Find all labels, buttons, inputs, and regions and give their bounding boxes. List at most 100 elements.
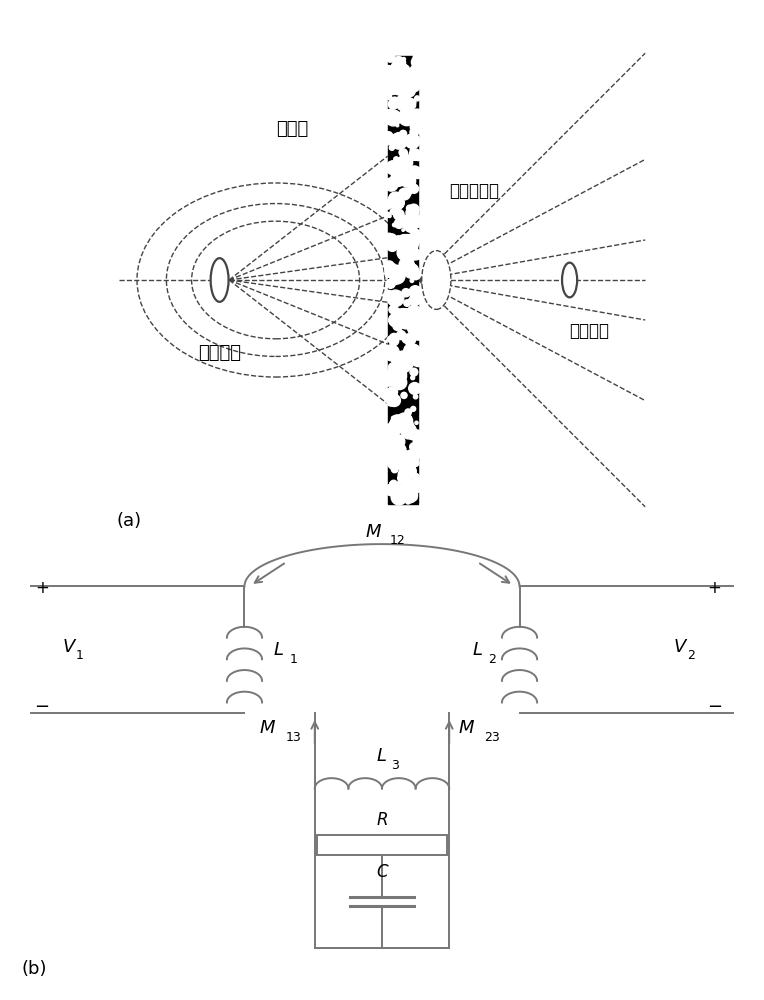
Circle shape xyxy=(414,328,416,331)
Circle shape xyxy=(390,268,405,284)
Circle shape xyxy=(415,421,418,424)
Circle shape xyxy=(390,377,395,382)
Text: +: + xyxy=(35,579,49,597)
Circle shape xyxy=(398,251,402,256)
Circle shape xyxy=(385,263,398,277)
Circle shape xyxy=(409,69,424,84)
Circle shape xyxy=(400,77,411,88)
Circle shape xyxy=(401,320,410,329)
Circle shape xyxy=(393,442,396,444)
Circle shape xyxy=(408,207,411,210)
Circle shape xyxy=(411,56,424,68)
Circle shape xyxy=(399,110,415,126)
Circle shape xyxy=(390,480,397,487)
Circle shape xyxy=(390,445,406,461)
Text: −: − xyxy=(707,698,722,716)
Circle shape xyxy=(388,215,391,218)
Circle shape xyxy=(386,94,392,100)
Circle shape xyxy=(388,369,396,377)
Text: 二次级磁场: 二次级磁场 xyxy=(449,182,499,200)
Circle shape xyxy=(390,143,393,146)
Circle shape xyxy=(400,460,414,475)
Circle shape xyxy=(404,334,416,345)
Circle shape xyxy=(394,169,397,172)
Circle shape xyxy=(406,258,412,264)
Circle shape xyxy=(411,109,421,119)
Circle shape xyxy=(413,433,421,442)
Circle shape xyxy=(399,78,411,91)
Circle shape xyxy=(400,65,410,75)
Circle shape xyxy=(386,212,390,217)
Circle shape xyxy=(390,434,393,438)
Circle shape xyxy=(403,311,405,314)
Circle shape xyxy=(393,157,399,162)
Circle shape xyxy=(395,368,406,379)
Text: 3: 3 xyxy=(391,759,399,772)
Circle shape xyxy=(411,449,420,459)
Circle shape xyxy=(412,360,416,364)
Circle shape xyxy=(402,57,406,61)
Circle shape xyxy=(410,286,421,298)
Circle shape xyxy=(385,272,391,277)
Circle shape xyxy=(393,209,404,220)
Circle shape xyxy=(387,84,397,94)
Circle shape xyxy=(397,103,405,110)
Circle shape xyxy=(403,239,418,254)
Text: 1: 1 xyxy=(76,649,83,662)
Circle shape xyxy=(402,229,404,231)
Circle shape xyxy=(393,223,396,227)
Circle shape xyxy=(410,368,418,376)
Circle shape xyxy=(389,306,397,314)
Circle shape xyxy=(399,188,410,200)
Polygon shape xyxy=(387,56,419,504)
Circle shape xyxy=(399,150,404,155)
Circle shape xyxy=(391,435,405,449)
Circle shape xyxy=(391,489,407,505)
Circle shape xyxy=(414,230,419,235)
Circle shape xyxy=(412,460,419,467)
Ellipse shape xyxy=(211,258,228,302)
Circle shape xyxy=(384,433,398,447)
Circle shape xyxy=(397,358,411,372)
Circle shape xyxy=(399,257,414,273)
Circle shape xyxy=(402,237,405,240)
Circle shape xyxy=(388,99,398,109)
Circle shape xyxy=(409,383,420,394)
Circle shape xyxy=(397,134,400,138)
Circle shape xyxy=(389,336,399,346)
Circle shape xyxy=(387,240,398,251)
Circle shape xyxy=(396,492,403,498)
Circle shape xyxy=(404,264,419,278)
Circle shape xyxy=(405,98,414,108)
Circle shape xyxy=(403,84,416,97)
Circle shape xyxy=(393,430,397,434)
Circle shape xyxy=(397,155,413,170)
Circle shape xyxy=(405,426,408,429)
Circle shape xyxy=(390,61,407,77)
Circle shape xyxy=(400,467,413,481)
Circle shape xyxy=(383,233,395,245)
Circle shape xyxy=(401,420,413,432)
Circle shape xyxy=(397,442,400,445)
Circle shape xyxy=(397,143,399,145)
Circle shape xyxy=(386,279,395,288)
Circle shape xyxy=(386,265,394,273)
Circle shape xyxy=(407,250,416,258)
Circle shape xyxy=(387,336,393,342)
Text: 激励线圈: 激励线圈 xyxy=(198,344,241,362)
Circle shape xyxy=(399,309,414,325)
Circle shape xyxy=(398,468,412,481)
Circle shape xyxy=(384,261,394,271)
Circle shape xyxy=(386,53,395,62)
Circle shape xyxy=(400,107,414,121)
Circle shape xyxy=(381,132,394,145)
Circle shape xyxy=(397,351,409,362)
Circle shape xyxy=(413,345,419,352)
Circle shape xyxy=(395,211,404,220)
Circle shape xyxy=(400,60,406,65)
Circle shape xyxy=(390,352,403,365)
Circle shape xyxy=(387,293,390,296)
Circle shape xyxy=(387,455,403,470)
Circle shape xyxy=(388,363,398,373)
Circle shape xyxy=(412,207,416,211)
